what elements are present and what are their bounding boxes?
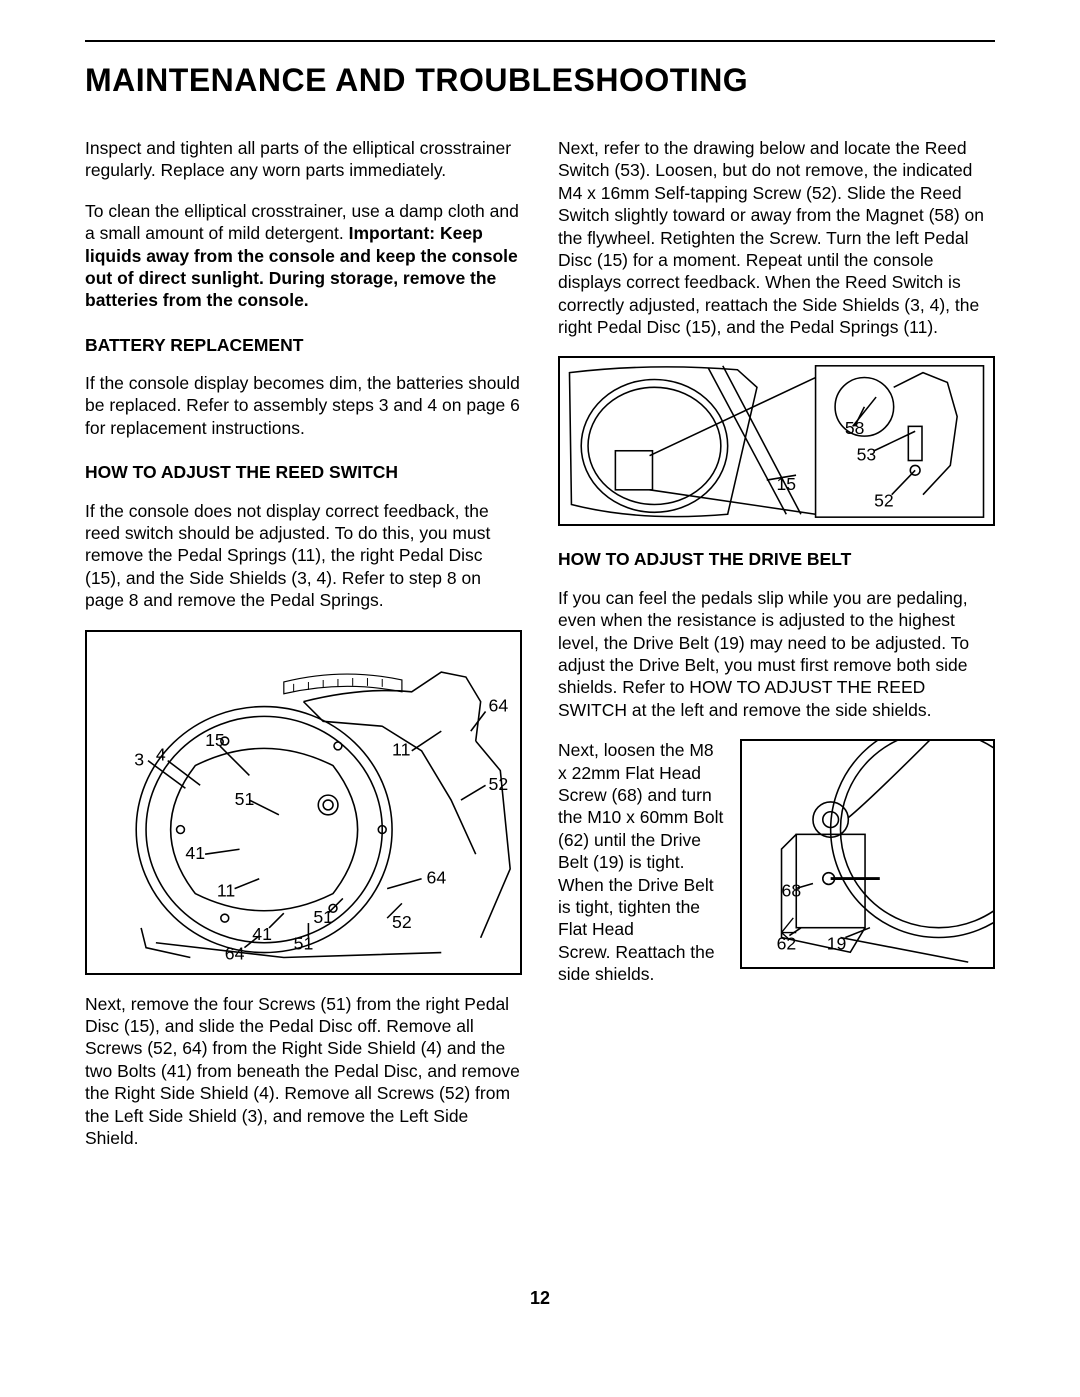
top-rule <box>85 40 995 42</box>
d3-label-68: 68 <box>782 880 802 900</box>
drive-body-1: If you can feel the pedals slip while yo… <box>558 587 995 721</box>
d1-label-64c: 64 <box>225 943 245 963</box>
d2-label-53: 53 <box>857 445 877 465</box>
reed-body-1: If the console does not display correct … <box>85 500 522 612</box>
battery-heading: BATTERY REPLACEMENT <box>85 334 522 356</box>
drive-belt-heading: HOW TO ADJUST THE DRIVE BELT <box>558 548 995 570</box>
intro-para-1: Inspect and tighten all parts of the ell… <box>85 137 522 182</box>
diagram-reed-switch: 58 53 15 52 <box>558 356 995 526</box>
reed-body-2: Next, remove the four Screws (51) from t… <box>85 993 522 1150</box>
intro-para-2: To clean the elliptical crosstrainer, us… <box>85 200 522 312</box>
right-column: Next, refer to the drawing below and loc… <box>558 137 995 1167</box>
d1-label-41a: 41 <box>185 843 205 863</box>
page-title: MAINTENANCE AND TROUBLESHOOTING <box>85 60 995 101</box>
d2-label-52: 52 <box>874 491 894 511</box>
right-intro: Next, refer to the drawing below and loc… <box>558 137 995 339</box>
diagram-drive-belt: 68 62 19 <box>740 739 995 969</box>
d1-label-52a: 52 <box>489 774 509 794</box>
two-column-layout: Inspect and tighten all parts of the ell… <box>85 137 995 1167</box>
d3-label-62: 62 <box>777 934 797 954</box>
d1-label-41b: 41 <box>252 923 272 943</box>
page-number: 12 <box>85 1287 995 1310</box>
d2-label-58: 58 <box>845 419 865 439</box>
d1-label-51b: 51 <box>313 907 333 927</box>
d1-label-52b: 52 <box>392 912 412 932</box>
left-column: Inspect and tighten all parts of the ell… <box>85 137 522 1167</box>
d1-label-51c: 51 <box>294 933 314 953</box>
d1-label-51a: 51 <box>235 789 255 809</box>
d1-label-11a: 11 <box>392 739 410 759</box>
d2-label-15: 15 <box>777 474 797 494</box>
d1-label-3: 3 <box>134 749 144 769</box>
d1-label-4: 4 <box>156 744 166 764</box>
d1-label-64b: 64 <box>427 867 447 887</box>
battery-body: If the console display becomes dim, the … <box>85 372 522 439</box>
reed-switch-heading: HOW TO ADJUST THE REED SWITCH <box>85 461 522 483</box>
d3-label-19: 19 <box>827 934 847 954</box>
d1-label-11b: 11 <box>217 880 235 900</box>
d1-label-15: 15 <box>205 730 225 750</box>
drive-belt-block: 68 62 19 Next, loosen the M8 x 22mm Flat… <box>558 739 995 985</box>
diagram-side-shield: 3 4 15 11 64 52 51 41 11 64 51 52 41 51 … <box>85 630 522 975</box>
d1-label-64a: 64 <box>489 695 509 715</box>
